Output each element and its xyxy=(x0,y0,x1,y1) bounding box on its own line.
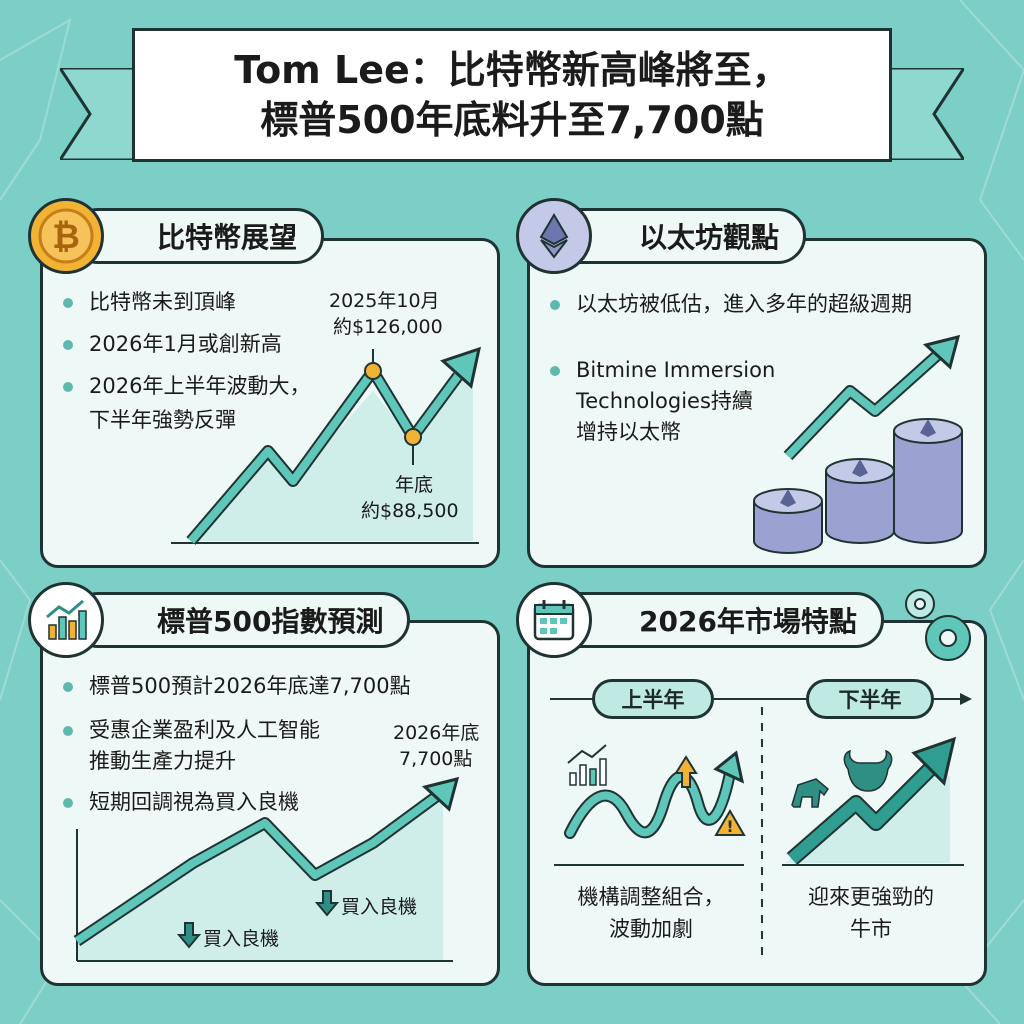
first-half-desc-2: 波動加劇 xyxy=(609,917,693,941)
title-line-2: 標普500年底料升至7,700點 xyxy=(260,98,764,142)
sp500-chart xyxy=(73,776,460,962)
svg-text:!: ! xyxy=(726,817,733,836)
second-half-desc-2: 牛市 xyxy=(850,917,892,941)
sp500-buy-label-2: 買入良機 xyxy=(341,896,418,918)
ethereum-bullet-2: Bitmine Immersion xyxy=(550,355,775,385)
second-half-pill: 下半年 xyxy=(806,679,934,719)
bitcoin-peak-price: 約$126,000 xyxy=(333,316,443,338)
ethereum-icon xyxy=(516,198,592,274)
ethereum-bullet-2-cont-2: 增持以太幣 xyxy=(576,420,681,444)
sp500-buy-label-1: 買入良機 xyxy=(203,928,280,950)
ethereum-bullet-1: 以太坊被低估，進入多年的超級週期 xyxy=(550,289,912,319)
sp500-target-date: 2026年底 xyxy=(393,722,480,744)
bitcoin-panel: 比特幣未到頂峰 2026年1月或創新高 2026年上半年波動大， 下半年強勢反彈… xyxy=(40,238,500,568)
ethereum-panel: 以太坊被低估，進入多年的超級週期 Bitmine Immersion Techn… xyxy=(527,238,987,568)
title-banner: Tom Lee：比特幣新高峰將至， 標普500年底料升至7,700點 xyxy=(60,28,964,176)
sp500-target-value: 7,700點 xyxy=(399,748,473,770)
first-half-desc-1: 機構調整組合， xyxy=(577,885,725,909)
bitcoin-low-date: 年底 xyxy=(395,474,434,496)
first-half-label: 上半年 xyxy=(621,688,685,712)
sp500-bullet-3: 短期回調視為買入良機 xyxy=(63,787,299,817)
bitcoin-icon: ₿ xyxy=(28,198,104,274)
bar-chart-icon xyxy=(28,582,104,658)
second-half-label: 下半年 xyxy=(838,688,902,712)
market2026-panel: ! 上半年 下半年 機構調整組合， 波動加劇 迎來更強勁的 牛市 xyxy=(527,620,987,986)
ethereum-bullet-2-cont-1: Technologies持續 xyxy=(576,389,753,413)
bitcoin-bullet-1: 比特幣未到頂峰 xyxy=(63,287,236,317)
bitcoin-header-label: 比特幣展望 xyxy=(157,221,298,254)
bitcoin-low-price: 約$88,500 xyxy=(361,500,459,522)
sp500-bullet-2-cont: 推動生產力提升 xyxy=(89,749,236,773)
sp500-bullet-1: 標普500預計2026年底達7,700點 xyxy=(63,671,411,701)
first-half-pill: 上半年 xyxy=(592,679,714,719)
market2026-header: 2026年市場特點 xyxy=(552,592,884,648)
ethereum-illustration xyxy=(753,334,963,554)
bitcoin-bullet-3-cont: 下半年強勢反彈 xyxy=(89,408,236,432)
gears-icon xyxy=(905,589,971,661)
bitcoin-chart xyxy=(171,346,482,545)
bitcoin-header: 比特幣展望 xyxy=(70,208,325,264)
bitcoin-bullet-2: 2026年1月或創新高 xyxy=(63,329,282,359)
sp500-bullet-2: 受惠企業盈利及人工智能 xyxy=(63,715,320,745)
title-box: Tom Lee：比特幣新高峰將至， 標普500年底料升至7,700點 xyxy=(132,28,892,162)
sp500-header-label: 標普500指數預測 xyxy=(157,605,384,638)
title-line-1: Tom Lee：比特幣新高峰將至， xyxy=(234,48,790,92)
bitcoin-peak-date: 2025年10月 xyxy=(329,290,440,312)
market2026-illustration: ! xyxy=(550,693,972,957)
second-half-desc-1: 迎來更強勁的 xyxy=(808,885,934,909)
market2026-header-label: 2026年市場特點 xyxy=(639,605,857,638)
sp500-header: 標普500指數預測 xyxy=(70,592,411,648)
bitcoin-bullet-3: 2026年上半年波動大， xyxy=(63,371,310,401)
sp500-panel: 標普500預計2026年底達7,700點 受惠企業盈利及人工智能 推動生產力提升… xyxy=(40,620,500,986)
svg-text:₿: ₿ xyxy=(52,217,80,257)
ethereum-header: 以太坊觀點 xyxy=(552,208,807,264)
ethereum-header-label: 以太坊觀點 xyxy=(639,221,780,254)
calendar-icon xyxy=(516,582,592,658)
